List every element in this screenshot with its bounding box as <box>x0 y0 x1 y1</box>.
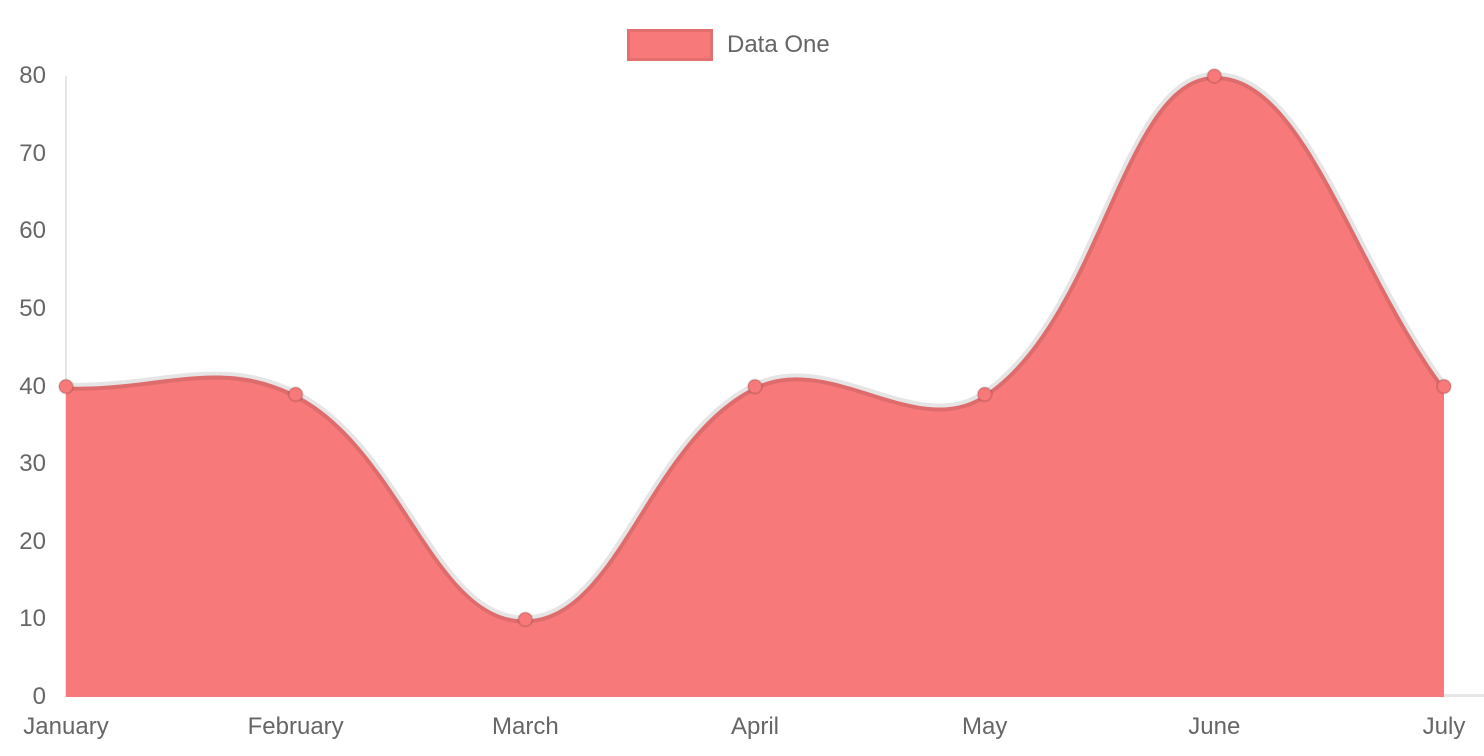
y-tick-label: 20 <box>19 527 46 555</box>
data-point-april[interactable] <box>747 378 763 395</box>
y-tick-label: 70 <box>19 139 46 167</box>
x-tick-label: May <box>961 713 1008 740</box>
data-point-july[interactable] <box>1436 378 1452 395</box>
y-tick-label: 0 <box>32 683 46 710</box>
data-point-may[interactable] <box>976 386 993 403</box>
data-point-march[interactable] <box>517 611 534 628</box>
y-tick-label: 40 <box>19 372 46 400</box>
legend-label: Data One <box>727 31 830 58</box>
data-point-january[interactable] <box>58 378 74 395</box>
y-tick-label: 30 <box>19 450 46 478</box>
x-tick-label: February <box>247 713 344 740</box>
y-tick-label: 80 <box>19 62 46 89</box>
x-tick-label: March <box>491 713 559 740</box>
x-tick-label: July <box>1422 713 1466 740</box>
area-fill <box>66 75 1444 697</box>
x-tick-label: April <box>730 713 780 740</box>
x-tick-label: June <box>1188 713 1241 740</box>
y-tick-label: 60 <box>19 217 46 245</box>
data-point-february[interactable] <box>287 386 304 403</box>
y-tick-label: 50 <box>19 294 46 322</box>
chart-legend[interactable]: Data One <box>627 29 830 61</box>
x-tick-label: January <box>23 713 109 740</box>
data-point-june[interactable] <box>1206 68 1223 84</box>
y-tick-label: 10 <box>19 605 46 633</box>
legend-swatch <box>627 29 713 61</box>
